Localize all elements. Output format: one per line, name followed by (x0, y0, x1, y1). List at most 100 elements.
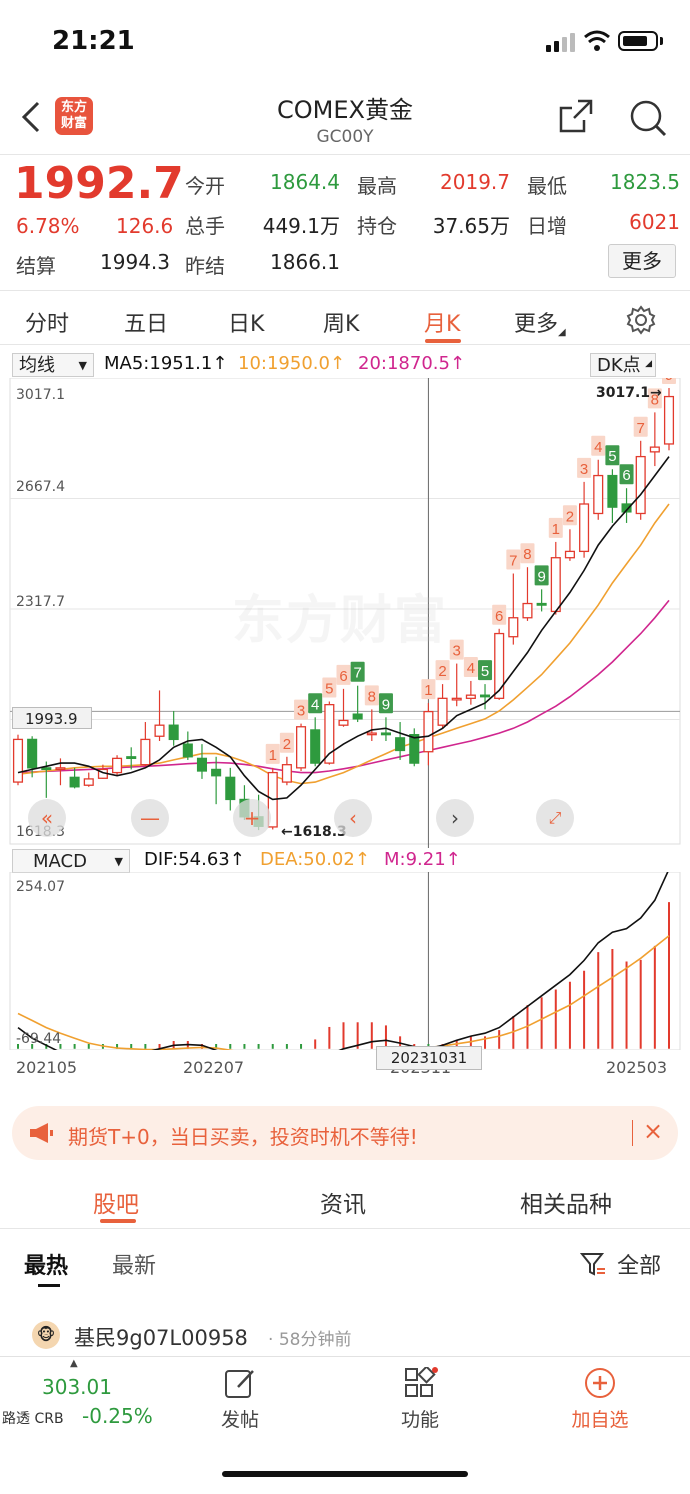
min-price-marker: ←1618.3 (281, 824, 347, 840)
post-time-value: 58分钟前 (278, 1330, 352, 1350)
scroll-far-left-button[interactable]: « (28, 799, 66, 837)
td-count-label: 7 (353, 665, 361, 682)
macd-frame (9, 872, 681, 1050)
td-count-badge (350, 661, 365, 682)
share-icon[interactable] (558, 98, 594, 134)
tab-forum[interactable]: 股吧 (93, 1192, 139, 1218)
user-avatar[interactable]: 🐵 (32, 1321, 60, 1349)
tab-more[interactable]: 更多◢ (514, 306, 566, 338)
td-count-label: 1 (424, 682, 432, 699)
sort-hottest[interactable]: 最热 (24, 1254, 69, 1279)
td-count-label: 2 (283, 736, 291, 753)
functions-grid-icon[interactable] (404, 1367, 438, 1399)
low-label: 最低 (527, 174, 567, 198)
promo-banner[interactable] (12, 1106, 678, 1160)
td-count-badge (308, 693, 323, 714)
candle (621, 503, 632, 513)
macd-select[interactable]: MACD ▼ (12, 849, 130, 873)
caret-down-icon: ◢ (558, 327, 566, 338)
tab-related[interactable]: 相关品种 (520, 1192, 612, 1218)
candle (338, 719, 349, 726)
candle (69, 776, 80, 788)
candle (409, 734, 420, 764)
page-subtitle: GC00Y (316, 127, 374, 147)
post-username[interactable]: 基民9g07L00958 (74, 1326, 248, 1350)
ticker-change[interactable]: -0.25% (82, 1404, 153, 1428)
zoom-out-button[interactable]: — (131, 799, 169, 837)
candlestick-chart[interactable]: 123456789123456789123456789 (0, 378, 690, 848)
tab-daily-k[interactable]: 日K (228, 312, 265, 337)
post-time: · 58分钟前 (268, 1330, 352, 1350)
wifi-icon (584, 30, 610, 51)
candle (281, 764, 292, 783)
close-icon: × (643, 1117, 664, 1145)
tab-five-day[interactable]: 五日 (124, 312, 169, 337)
candle (663, 395, 675, 445)
daily-increase-label: 日增 (527, 214, 567, 238)
scroll-right-button[interactable]: › (436, 799, 474, 837)
candle (324, 703, 335, 764)
home-indicator (222, 1471, 468, 1477)
settings-gear-icon[interactable] (626, 305, 656, 335)
td-count-badge (279, 732, 294, 753)
ma10-value: 10:1950.0↑ (238, 353, 346, 374)
high-value: 2019.7 (440, 170, 510, 194)
indicator-select-value: 均线 (19, 355, 55, 376)
add-watchlist-label[interactable]: 加自选 (571, 1409, 629, 1431)
candle (423, 710, 434, 753)
dk-point-button[interactable]: DK点 ◢ (590, 353, 656, 377)
last-price: 1992.7 (14, 158, 184, 209)
candle (27, 738, 38, 769)
filter-button[interactable]: 全部 (579, 1248, 661, 1280)
td-count-badge (647, 388, 662, 409)
td-count-label: 9 (665, 378, 673, 384)
td-count-label: 4 (467, 660, 475, 677)
arrow-right-icon: → (650, 385, 662, 401)
sort-latest[interactable]: 最新 (112, 1254, 157, 1279)
arrow-left-icon: ← (281, 824, 293, 840)
td-count-label: 2 (566, 508, 574, 525)
ticker-value[interactable]: 303.01 (42, 1375, 112, 1399)
td-count-badge (265, 743, 280, 764)
macd-chart[interactable] (0, 872, 690, 1050)
tab-intraday[interactable]: 分时 (25, 312, 70, 337)
td-count-label: 8 (651, 391, 659, 408)
tab-news[interactable]: 资讯 (320, 1192, 366, 1218)
td-count-badge (336, 664, 351, 685)
x-tick-4: 202503 (606, 1058, 668, 1077)
candle (607, 474, 618, 508)
back-button[interactable] (20, 100, 42, 143)
td-count-label: 9 (382, 696, 390, 713)
page-title: COMEX黄金 (277, 96, 413, 124)
post-edit-icon[interactable] (224, 1367, 256, 1399)
scroll-left-button[interactable]: ‹ (334, 799, 372, 837)
search-icon[interactable] (628, 98, 668, 138)
zoom-in-button[interactable]: + (233, 799, 271, 837)
chevron-left-icon: ‹ (349, 806, 357, 830)
candle (83, 778, 94, 786)
candle (168, 724, 179, 741)
td-count-badge (562, 505, 577, 526)
td-count-badge (534, 565, 549, 586)
watermark: 东方财富 (232, 591, 449, 651)
post-button-label[interactable]: 发帖 (220, 1409, 259, 1431)
fullscreen-button[interactable]: ⤢ (536, 799, 574, 837)
td-count-label: 3 (297, 703, 305, 720)
tab-monthly-k[interactable]: 月K (424, 312, 461, 337)
volume-label: 总手 (185, 214, 225, 238)
macd-tick-bottom: -69.44 (16, 1031, 62, 1047)
ticker-name[interactable]: 路透 CRB (2, 1411, 64, 1427)
candle (12, 738, 24, 783)
add-circle-icon[interactable] (584, 1367, 616, 1399)
min-price-value: 1618.3 (292, 824, 347, 840)
indicator-select[interactable]: 均线 ▼ (12, 353, 94, 377)
candle (140, 738, 151, 766)
more-quote-button[interactable]: 更多 (608, 244, 676, 278)
functions-button-label[interactable]: 功能 (400, 1409, 439, 1431)
td-count-label: 5 (325, 680, 333, 697)
tab-weekly-k[interactable]: 周K (323, 312, 360, 337)
plus-icon: + (243, 806, 261, 830)
change-amount: 126.6 (116, 214, 174, 238)
close-promo-button[interactable]: × (643, 1117, 663, 1145)
status-time: 21:21 (52, 26, 135, 56)
